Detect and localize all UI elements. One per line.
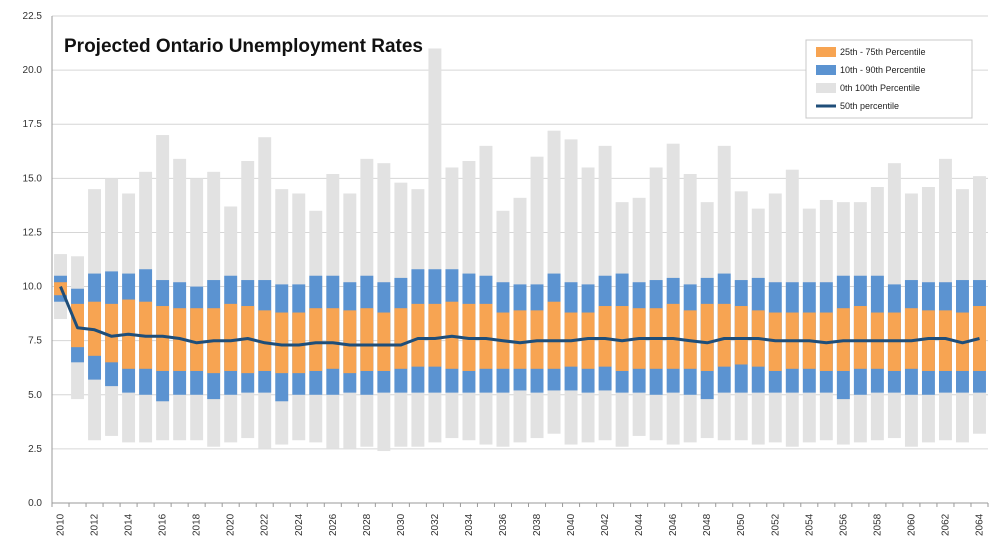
x-tick-label: 2028 <box>362 513 373 536</box>
y-tick-label: 20.0 <box>23 65 43 76</box>
x-tick-label: 2024 <box>294 513 305 536</box>
y-tick-label: 10.0 <box>23 282 43 293</box>
bar-25-75-percentile <box>853 306 867 369</box>
x-tick-label: 2060 <box>906 513 917 536</box>
bar-25-75-percentile <box>734 306 748 365</box>
bar-25-75-percentile <box>581 312 595 369</box>
x-tick-label: 2050 <box>736 513 747 536</box>
axes: 0.0 2.5 5.0 7.5 10.0 12.5 15.0 17.5 20.0 22.5 2010… <box>23 11 989 536</box>
x-tick-label: 2064 <box>974 513 985 536</box>
bar-25-75-percentile <box>105 303 119 363</box>
legend-label: 0th 100th Percentile <box>840 83 920 93</box>
legend-swatch <box>816 47 836 57</box>
bar-25-75-percentile <box>343 310 357 374</box>
bar-25-75-percentile <box>275 312 289 374</box>
median-line-path <box>59 286 980 347</box>
bar-25-75-percentile <box>258 310 272 371</box>
bar-25-75-percentile <box>904 308 918 369</box>
bar-25-75-percentile <box>156 306 170 371</box>
x-tick-label: 2036 <box>498 513 509 536</box>
x-tick-label: 2046 <box>668 513 679 536</box>
x-tick-label: 2020 <box>226 513 237 536</box>
x-tick-label: 2016 <box>158 513 169 536</box>
legend-label: 50th percentile <box>840 101 899 111</box>
bar-25-75-percentile <box>938 310 952 371</box>
legend-swatch <box>816 83 836 93</box>
bar-25-75-percentile <box>513 310 527 369</box>
x-tick-label: 2054 <box>804 513 815 536</box>
bar-25-75-percentile <box>224 303 238 371</box>
x-tick-label: 2044 <box>634 513 645 536</box>
bar-25-75-percentile <box>377 312 391 371</box>
x-tick-label: 2012 <box>90 513 101 536</box>
legend: 25th - 75th Percentile 10th - 90th Percen… <box>805 39 973 119</box>
bar-25-75-percentile <box>717 303 731 367</box>
x-tick-label: 2014 <box>124 513 135 536</box>
bar-25-75-percentile <box>292 312 306 374</box>
bar-25-75-percentile <box>309 308 323 371</box>
legend-label: 25th - 75th Percentile <box>840 47 926 57</box>
x-tick-label: 2032 <box>430 513 441 536</box>
y-tick-label: 5.0 <box>28 390 42 401</box>
bar-25-75-percentile <box>547 301 561 369</box>
bar-25-75-percentile <box>615 306 629 371</box>
bar-25-75-percentile <box>921 310 935 371</box>
x-tick-label: 2010 <box>56 513 67 536</box>
x-tick-label: 2056 <box>838 513 849 536</box>
median-line <box>59 286 980 347</box>
x-tick-label: 2018 <box>192 513 203 536</box>
x-tick-label: 2022 <box>260 513 271 536</box>
bar-25-75-percentile <box>190 308 204 371</box>
bar-25-75-percentile <box>598 306 612 367</box>
legend-label: 10th - 90th Percentile <box>840 65 926 75</box>
x-tick-label: 2030 <box>396 513 407 536</box>
bar-25-75-percentile <box>411 303 425 367</box>
x-tick-label: 2040 <box>566 513 577 536</box>
bar-25-75-percentile <box>326 308 340 369</box>
legend-swatch <box>816 65 836 75</box>
bar-25-75-percentile <box>428 303 442 367</box>
x-tick-label: 2052 <box>770 513 781 536</box>
y-tick-label: 2.5 <box>28 444 42 455</box>
y-tick-label: 15.0 <box>23 173 43 184</box>
bar-25-75-percentile <box>700 303 714 371</box>
y-tick-label: 22.5 <box>23 11 43 22</box>
y-tick-label: 7.5 <box>28 336 42 347</box>
bar-25-75-percentile <box>479 303 493 369</box>
bar-25-75-percentile <box>666 303 680 369</box>
x-tick-label: 2034 <box>464 513 475 536</box>
x-tick-label: 2062 <box>940 513 951 536</box>
x-tick-label: 2048 <box>702 513 713 536</box>
y-tick-label: 0.0 <box>28 498 42 509</box>
y-tick-label: 17.5 <box>23 119 43 130</box>
x-tick-label: 2058 <box>872 513 883 536</box>
x-tick-label: 2038 <box>532 513 543 536</box>
chart-title: Projected Ontario Unemployment Rates <box>64 36 423 57</box>
y-tick-label: 12.5 <box>23 227 43 238</box>
bar-25-75-percentile <box>360 308 374 371</box>
bar-25-75-percentile <box>394 308 408 369</box>
x-tick-label: 2026 <box>328 513 339 536</box>
x-tick-label: 2042 <box>600 513 611 536</box>
